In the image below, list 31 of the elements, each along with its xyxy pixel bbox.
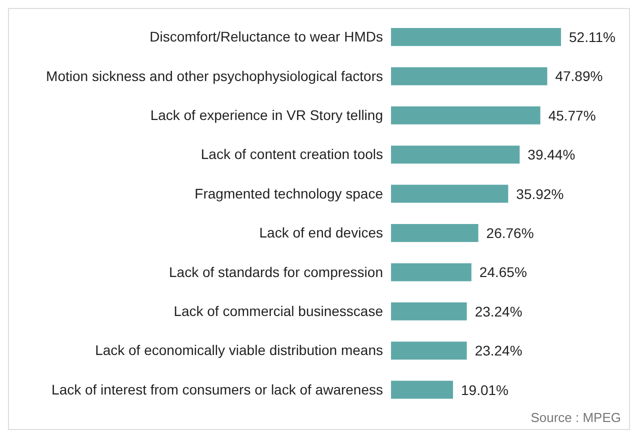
y-tick-label: Lack of economically viable distribution means [95,342,383,358]
data-label: 45.77% [548,107,596,124]
bar [391,28,561,46]
data-label: 52.11% [569,28,616,45]
bar [391,67,548,86]
bar [391,184,508,203]
bar [391,106,540,124]
data-label: 26.76% [486,224,534,241]
y-tick-label: Lack of content creation tools [200,146,383,162]
y-tick-label: Motion sickness and other psychophysiological factors [46,68,383,84]
bar [391,146,520,164]
y-tick-label: Lack of end devices [259,224,383,241]
bar [391,342,467,360]
bar [391,380,454,399]
y-tick-label: Fragmented technology space [194,185,384,202]
bar [391,302,467,320]
y-tick-label: Lack of interest from consumers or lack of awareness [52,381,383,398]
data-label: 23.24% [474,342,522,359]
data-label: 39.44% [528,146,576,163]
data-label: 35.92% [516,186,564,202]
y-tick-label: Lack of standards for compression [169,264,383,280]
bar [391,263,472,282]
data-label: 19.01% [461,382,508,398]
bar [391,224,478,242]
source-note: Source : MPEG [530,410,621,425]
data-label: 47.89% [555,68,603,84]
y-tick-label: Discomfort/Reluctance to wear HMDs [150,28,383,45]
y-tick-label: Lack of experience in VR Story telling [150,106,383,123]
y-tick-label: Lack of commercial businesscase [174,302,384,319]
data-label: 23.24% [474,303,522,320]
data-label: 24.65% [479,264,527,280]
